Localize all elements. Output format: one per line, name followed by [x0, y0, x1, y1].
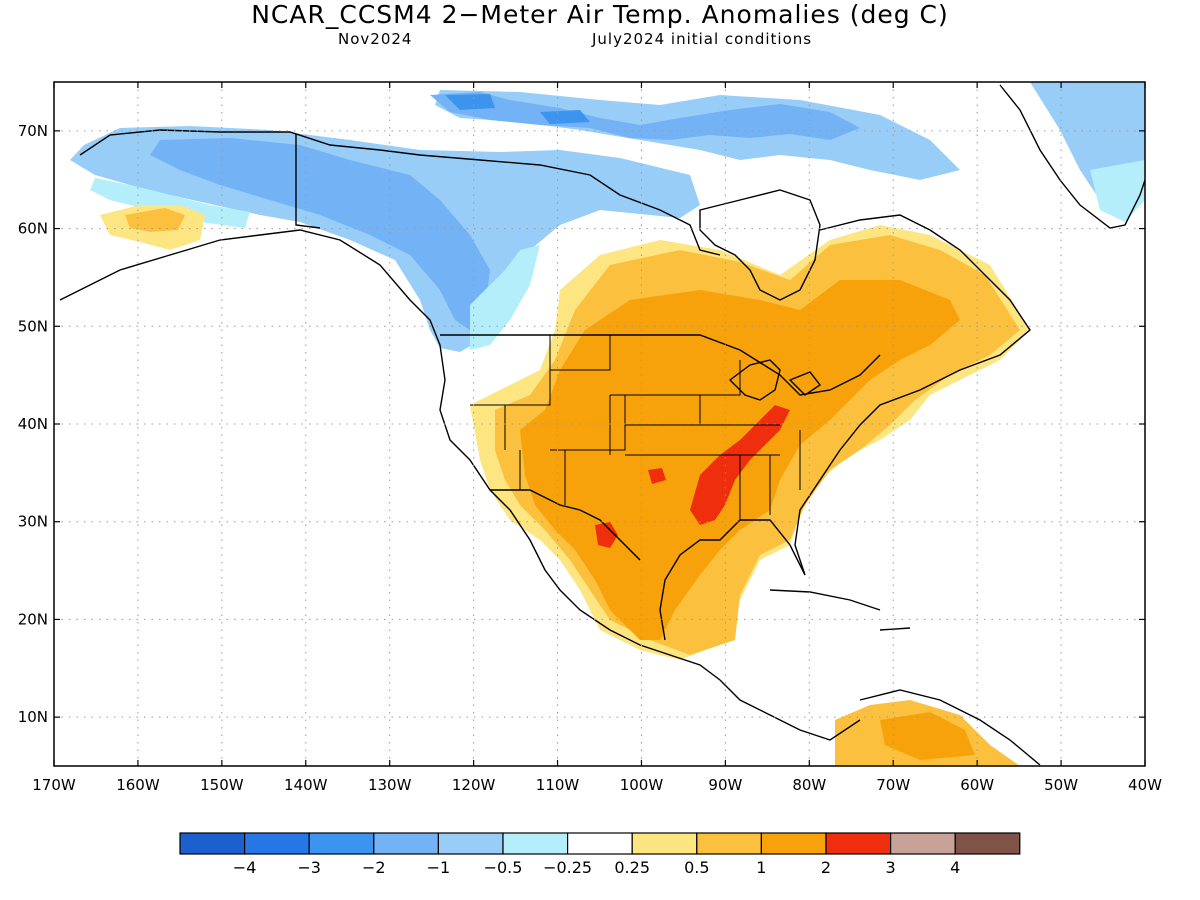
colorbar-label: 1: [756, 858, 766, 877]
lon-tick-label: 110W: [536, 776, 580, 794]
colorbar-label: −1: [427, 858, 451, 877]
warm-region-alaska-core: [125, 208, 185, 232]
colorbar-swatch: [179, 832, 246, 855]
lon-tick-label: 50W: [1044, 776, 1078, 794]
valid-month-label: Nov2024: [338, 30, 413, 48]
cool-fringe-west: [470, 245, 540, 350]
colorbar-swatch: [502, 832, 569, 855]
lon-tick-label: 100W: [620, 776, 664, 794]
lat-tick-label: 30N: [18, 513, 48, 531]
border-us-mexico: [490, 489, 641, 561]
colorbar-label: −0.5: [484, 858, 523, 877]
lon-tick-label: 120W: [452, 776, 496, 794]
colorbar-label: 0.5: [684, 858, 709, 877]
map-title: NCAR_CCSM4 2−Meter Air Temp. Anomalies (…: [251, 0, 949, 29]
lon-tick-label: 150W: [200, 776, 244, 794]
coastline-greenland: [999, 84, 1145, 229]
coastline-caribbean: [769, 589, 1041, 766]
colorbar-swatch: [373, 832, 439, 855]
colorbar-label: 0.25: [614, 858, 650, 877]
cold-region-arctic-deep: [445, 94, 590, 124]
lon-tick-label: 40W: [1128, 776, 1162, 794]
colorbar-label: −4: [233, 858, 257, 877]
coastline-hudson-bay: [699, 189, 821, 301]
colorbar-label: 4: [950, 858, 960, 877]
coastline-great-lakes: [728, 359, 822, 401]
longitude-axis: 170W 160W 150W 140W 130W 120W 110W 100W 90W 80W 70…: [32, 82, 1162, 794]
cold-region-arctic-core: [430, 92, 860, 140]
lon-tick-label: 160W: [116, 776, 160, 794]
latitude-axis: 10N 20N 30N 40N 50N 60N 70N: [18, 122, 1145, 726]
coastline-east: [659, 214, 1031, 641]
anomaly-fields: [70, 82, 1145, 766]
colorbar-swatch: [566, 832, 633, 855]
lon-tick-label: 70W: [876, 776, 910, 794]
coastline-alaska: [59, 229, 861, 741]
colorbar: −4 −3 −2 −1 −0.5 −0.25 0.25 0.5 1 2 3 4: [179, 832, 1021, 877]
colorbar-swatch: [308, 832, 375, 855]
grid-lines: [54, 82, 1145, 766]
lat-tick-label: 50N: [18, 317, 48, 335]
lat-tick-label: 20N: [18, 610, 48, 628]
colorbar-label: −0.25: [543, 858, 592, 877]
lon-tick-label: 140W: [284, 776, 328, 794]
colorbar-swatch: [889, 832, 956, 855]
lon-tick-label: 80W: [792, 776, 826, 794]
border-alaska-canada: [295, 134, 321, 229]
colorbar-swatch: [631, 832, 698, 855]
cold-region-alaska-core: [150, 138, 490, 330]
hot-region-texas: [595, 468, 666, 548]
colorbar-swatch: [437, 832, 504, 855]
border-us-canada: [440, 334, 881, 396]
colorbar-swatch: [760, 832, 827, 855]
colorbar-label: 2: [821, 858, 831, 877]
colorbar-label: 3: [886, 858, 896, 877]
lon-tick-label: 130W: [368, 776, 412, 794]
lon-tick-label: 170W: [32, 776, 76, 794]
lat-tick-label: 10N: [18, 708, 48, 726]
lat-tick-label: 70N: [18, 122, 48, 140]
colorbar-swatch: [244, 832, 310, 855]
colorbar-swatch: [696, 832, 762, 855]
state-borders: [470, 335, 801, 520]
colorbar-swatch: [954, 832, 1021, 855]
lat-tick-label: 40N: [18, 415, 48, 433]
colorbar-label: −2: [362, 858, 386, 877]
cold-region-greenland-edge: [1090, 160, 1145, 222]
colorbar-label: −3: [297, 858, 321, 877]
initial-conditions-label: July2024 initial conditions: [592, 30, 813, 48]
warm-region-strong-sa: [880, 712, 975, 760]
lon-tick-label: 90W: [708, 776, 742, 794]
lon-tick-label: 60W: [960, 776, 994, 794]
colorbar-swatch: [825, 832, 892, 855]
cool-fringe-alaska-west: [90, 178, 250, 228]
lat-tick-label: 60N: [18, 220, 48, 238]
